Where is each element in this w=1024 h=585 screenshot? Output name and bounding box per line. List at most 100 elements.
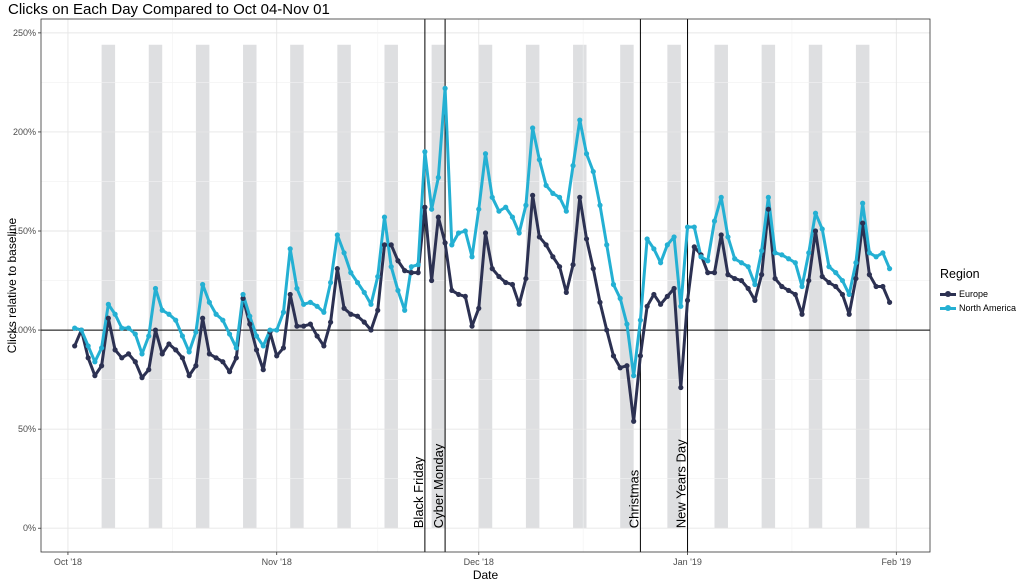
data-point bbox=[72, 325, 78, 331]
data-point bbox=[327, 279, 334, 286]
data-point bbox=[516, 230, 522, 236]
data-point bbox=[718, 232, 724, 238]
data-point bbox=[846, 291, 852, 298]
data-point bbox=[772, 275, 778, 282]
data-point bbox=[631, 373, 637, 379]
data-point bbox=[745, 264, 751, 270]
event-label: Black Friday bbox=[411, 456, 426, 528]
x-tick-label: Oct '18 bbox=[54, 557, 82, 567]
data-point bbox=[880, 283, 886, 290]
data-point bbox=[624, 321, 630, 327]
data-point bbox=[226, 369, 233, 375]
weekend-band bbox=[243, 44, 257, 529]
data-point bbox=[873, 283, 879, 290]
weekend-band bbox=[808, 44, 823, 529]
data-point bbox=[732, 275, 738, 282]
weekend-band bbox=[101, 44, 116, 529]
data-point bbox=[839, 277, 846, 284]
data-point bbox=[792, 260, 798, 266]
data-point bbox=[819, 226, 825, 232]
y-axis-title: Clicks relative to baseline bbox=[5, 217, 19, 353]
data-point bbox=[590, 266, 596, 272]
data-point bbox=[597, 299, 603, 305]
data-point bbox=[247, 321, 253, 327]
data-point bbox=[99, 363, 105, 369]
data-point bbox=[159, 351, 165, 357]
data-point bbox=[860, 200, 866, 206]
data-point bbox=[449, 287, 455, 294]
data-point bbox=[435, 214, 441, 220]
data-point bbox=[119, 325, 125, 331]
data-point bbox=[105, 315, 111, 321]
data-point bbox=[664, 293, 670, 299]
weekend-band bbox=[431, 44, 446, 529]
data-point bbox=[664, 242, 670, 248]
data-point bbox=[179, 333, 186, 339]
data-point bbox=[395, 287, 401, 294]
weekend-band bbox=[478, 44, 493, 529]
data-point bbox=[213, 355, 219, 361]
data-point bbox=[886, 266, 893, 272]
data-point bbox=[381, 242, 388, 248]
data-point bbox=[166, 341, 172, 347]
weekend-band bbox=[337, 44, 351, 529]
data-point bbox=[132, 331, 138, 337]
data-point bbox=[806, 277, 812, 284]
data-point bbox=[785, 256, 792, 262]
data-point bbox=[159, 307, 165, 313]
data-point bbox=[455, 291, 462, 298]
legend-title: Region bbox=[940, 267, 980, 281]
data-point bbox=[482, 151, 489, 157]
data-point bbox=[779, 283, 785, 290]
data-point bbox=[280, 345, 287, 351]
data-point bbox=[354, 313, 361, 319]
data-point bbox=[301, 323, 307, 329]
data-point bbox=[644, 303, 650, 309]
data-point bbox=[536, 157, 542, 163]
data-point bbox=[287, 246, 293, 252]
data-point bbox=[327, 319, 334, 325]
data-point bbox=[752, 297, 758, 303]
data-point bbox=[132, 359, 138, 365]
legend-label-europe: Europe bbox=[959, 289, 989, 299]
data-point bbox=[489, 266, 495, 272]
data-point bbox=[725, 272, 731, 278]
data-point bbox=[402, 268, 408, 274]
data-point bbox=[348, 311, 354, 317]
data-point bbox=[321, 343, 327, 349]
data-point bbox=[193, 363, 199, 369]
data-point bbox=[395, 258, 401, 264]
data-point bbox=[866, 250, 872, 256]
data-point bbox=[684, 297, 691, 303]
data-point bbox=[833, 283, 839, 290]
data-point bbox=[469, 323, 475, 329]
data-point bbox=[361, 289, 367, 296]
data-point bbox=[617, 295, 623, 301]
data-point bbox=[853, 275, 859, 282]
y-tick-label: 200% bbox=[13, 127, 36, 137]
data-point bbox=[792, 291, 798, 298]
data-point bbox=[341, 250, 347, 256]
data-point bbox=[233, 345, 239, 351]
data-point bbox=[705, 258, 711, 264]
data-point bbox=[765, 206, 771, 212]
data-point bbox=[839, 291, 846, 298]
data-point bbox=[732, 256, 738, 262]
data-point bbox=[220, 317, 226, 323]
data-point bbox=[610, 353, 617, 359]
data-point bbox=[530, 192, 536, 198]
data-point bbox=[152, 285, 159, 292]
data-point bbox=[435, 174, 441, 181]
data-point bbox=[375, 307, 381, 313]
data-point bbox=[806, 250, 812, 256]
data-point bbox=[496, 273, 502, 280]
data-point bbox=[637, 317, 644, 323]
data-point bbox=[826, 279, 832, 286]
data-point bbox=[429, 206, 435, 212]
data-point bbox=[671, 234, 677, 240]
data-point bbox=[597, 202, 603, 208]
data-point bbox=[92, 359, 98, 365]
data-point bbox=[314, 303, 320, 309]
data-point bbox=[78, 327, 85, 333]
